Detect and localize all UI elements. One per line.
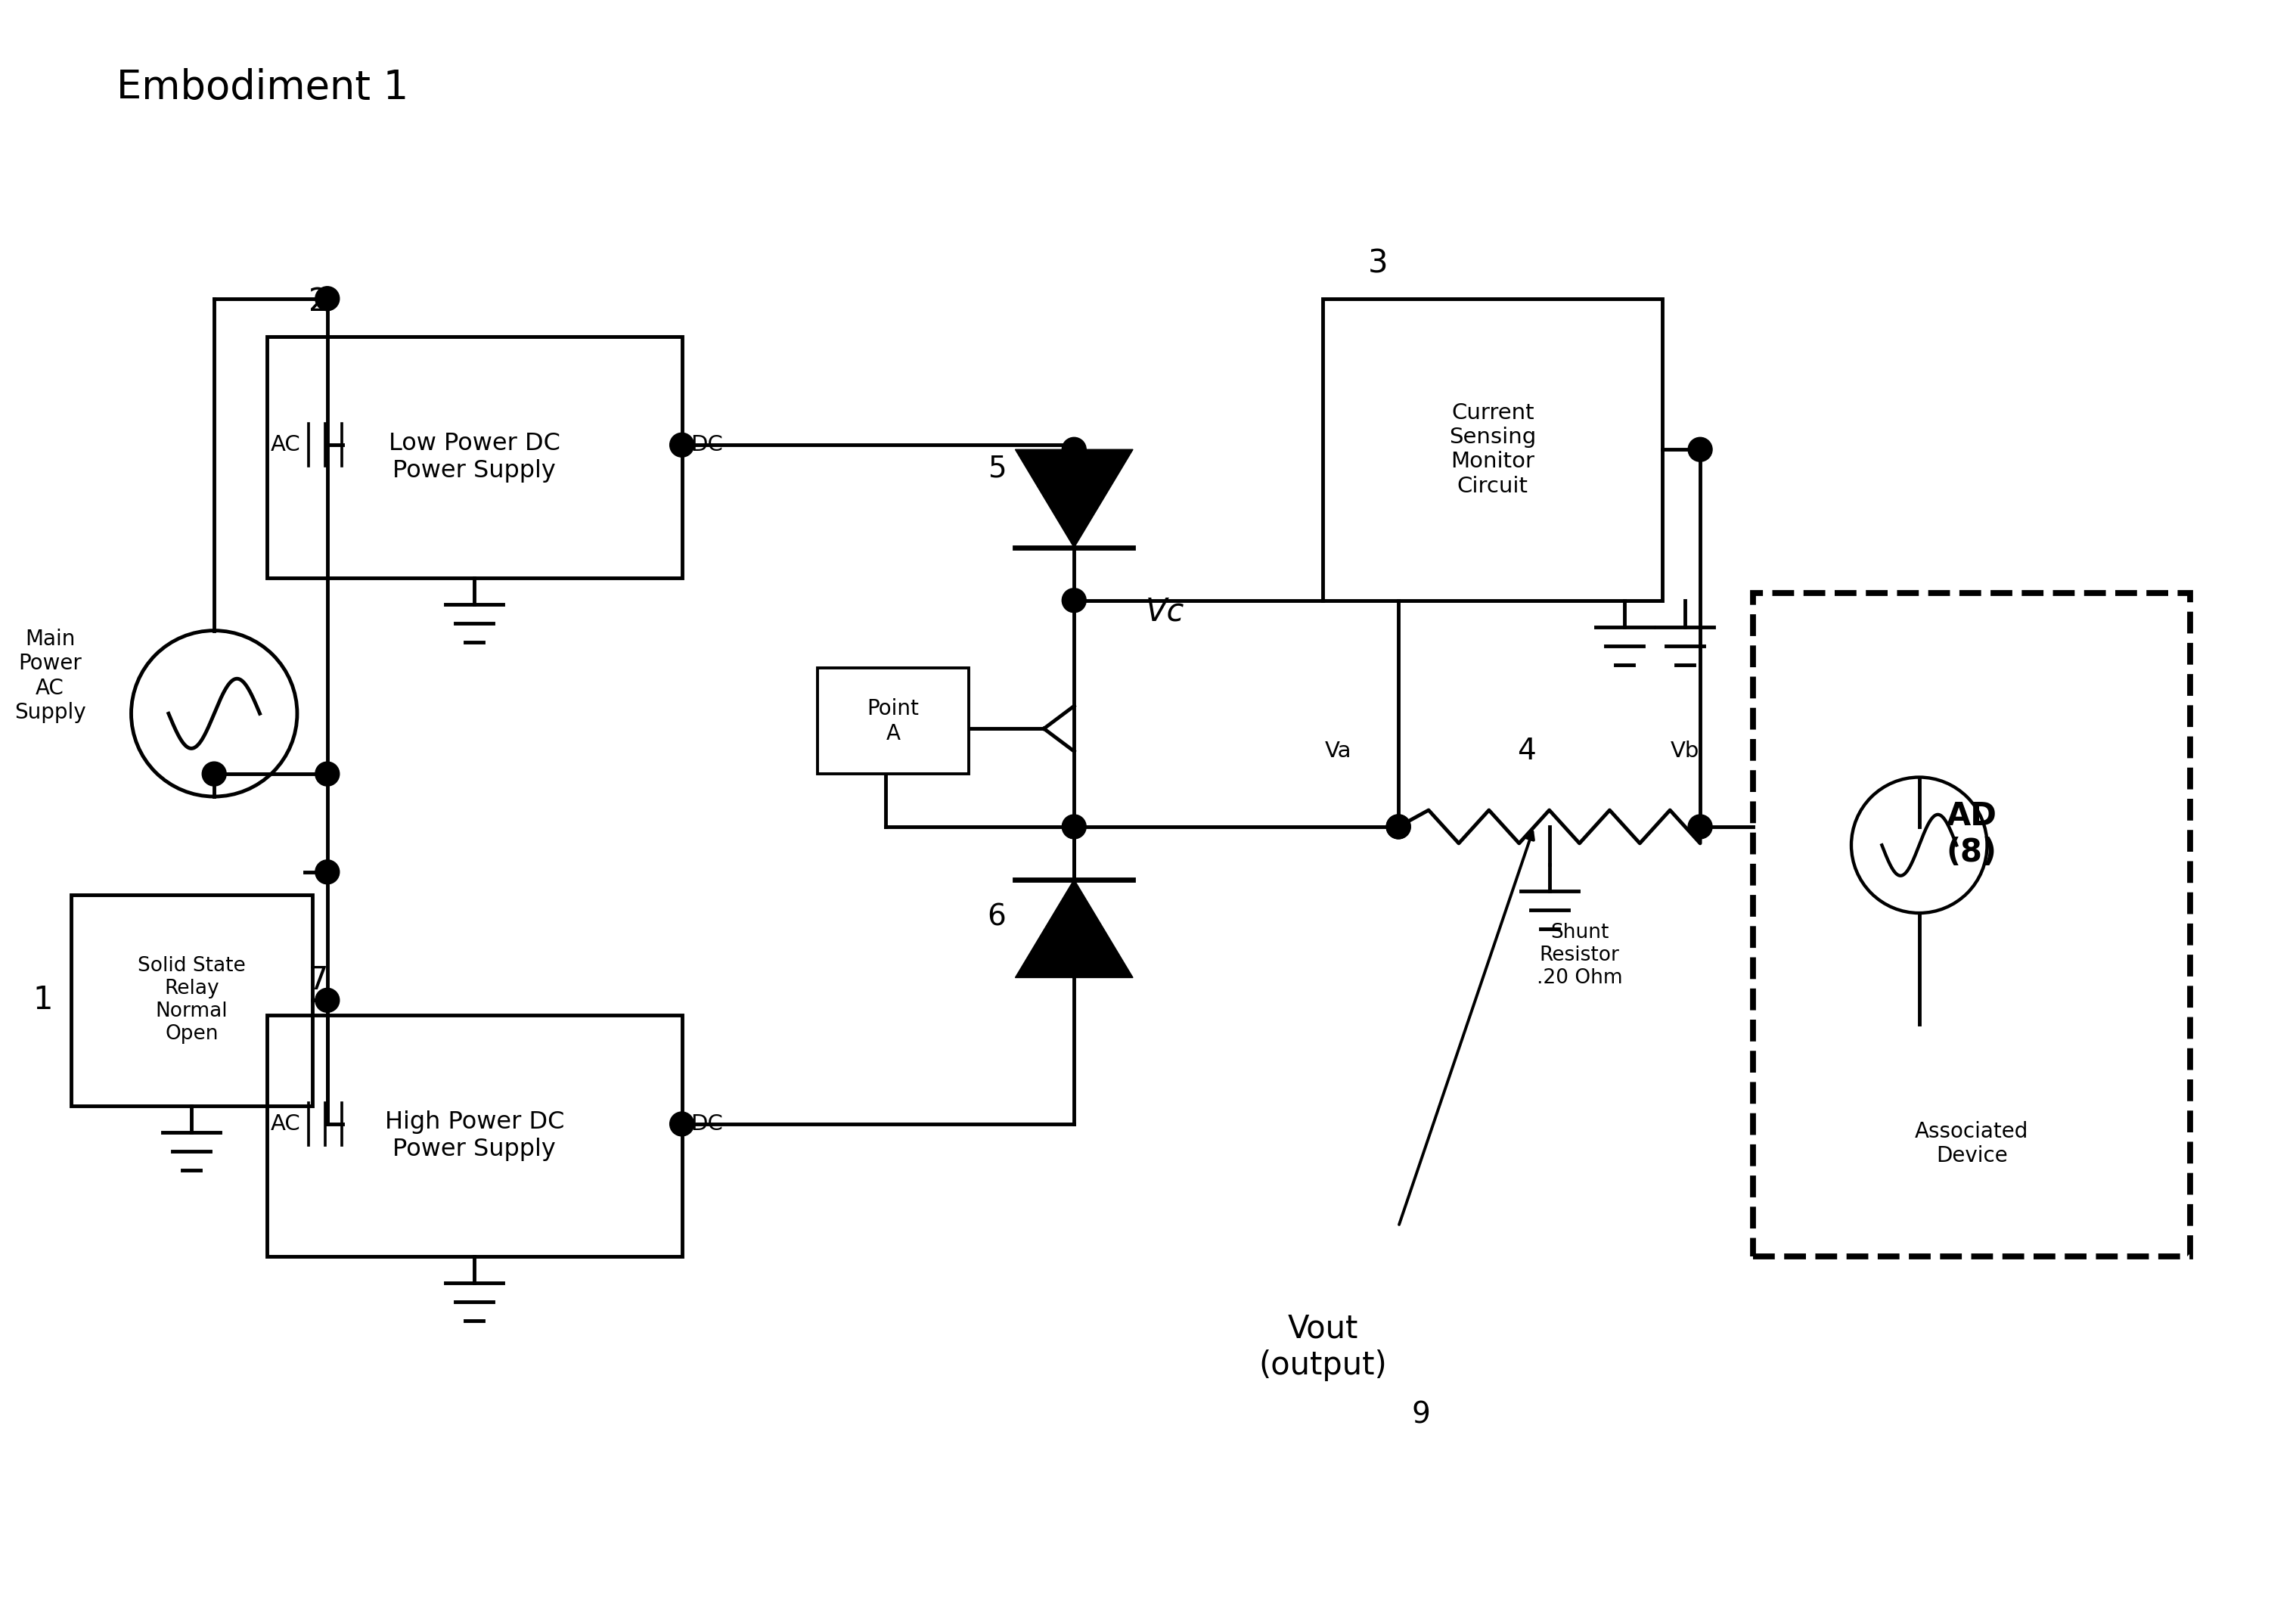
Circle shape — [1688, 438, 1713, 462]
Bar — [817, 668, 969, 773]
Text: 3: 3 — [1368, 248, 1389, 280]
Circle shape — [1063, 588, 1086, 613]
Circle shape — [202, 762, 227, 786]
Circle shape — [315, 762, 340, 786]
Text: 7: 7 — [308, 964, 328, 997]
Circle shape — [1063, 815, 1086, 838]
Text: AC: AC — [271, 434, 301, 456]
Text: Point
A: Point A — [868, 699, 918, 744]
Text: Solid State
Relay
Normal
Open: Solid State Relay Normal Open — [138, 956, 246, 1044]
Bar — [1322, 298, 1662, 600]
Text: Embodiment 1: Embodiment 1 — [117, 68, 409, 107]
Circle shape — [315, 287, 340, 311]
Text: High Power DC
Power Supply: High Power DC Power Supply — [386, 1110, 565, 1161]
Circle shape — [315, 989, 340, 1013]
Text: AC: AC — [271, 1114, 301, 1135]
Text: Va: Va — [1325, 741, 1352, 762]
Text: AD
(8): AD (8) — [1947, 801, 1998, 869]
Text: 4: 4 — [1518, 738, 1536, 765]
Text: DC: DC — [691, 434, 723, 456]
Text: Vb: Vb — [1671, 741, 1699, 762]
Bar — [266, 1015, 682, 1256]
Text: Vout
(output): Vout (output) — [1258, 1313, 1387, 1381]
Circle shape — [1063, 438, 1086, 462]
Circle shape — [315, 859, 340, 883]
Text: 1: 1 — [32, 984, 53, 1016]
Circle shape — [670, 1112, 693, 1136]
Bar — [266, 336, 682, 577]
Bar — [1752, 593, 2190, 1256]
Text: 5: 5 — [987, 454, 1006, 483]
Text: 6: 6 — [987, 903, 1006, 932]
Text: 9: 9 — [1412, 1401, 1430, 1430]
Circle shape — [670, 433, 693, 457]
Circle shape — [1387, 815, 1410, 838]
Polygon shape — [1015, 449, 1132, 548]
Text: Main
Power
AC
Supply: Main Power AC Supply — [14, 629, 85, 723]
Text: Low Power DC
Power Supply: Low Power DC Power Supply — [388, 431, 560, 483]
Text: Associated
Device: Associated Device — [1915, 1120, 2030, 1167]
Bar — [71, 895, 312, 1106]
Text: 2: 2 — [308, 285, 328, 318]
Circle shape — [1387, 815, 1410, 838]
Circle shape — [1688, 815, 1713, 838]
Text: Vc: Vc — [1146, 597, 1185, 627]
Text: Current
Sensing
Monitor
Circuit: Current Sensing Monitor Circuit — [1449, 402, 1536, 498]
Text: DC: DC — [691, 1114, 723, 1135]
Text: Shunt
Resistor
.20 Ohm: Shunt Resistor .20 Ohm — [1536, 922, 1623, 987]
Polygon shape — [1015, 880, 1132, 977]
